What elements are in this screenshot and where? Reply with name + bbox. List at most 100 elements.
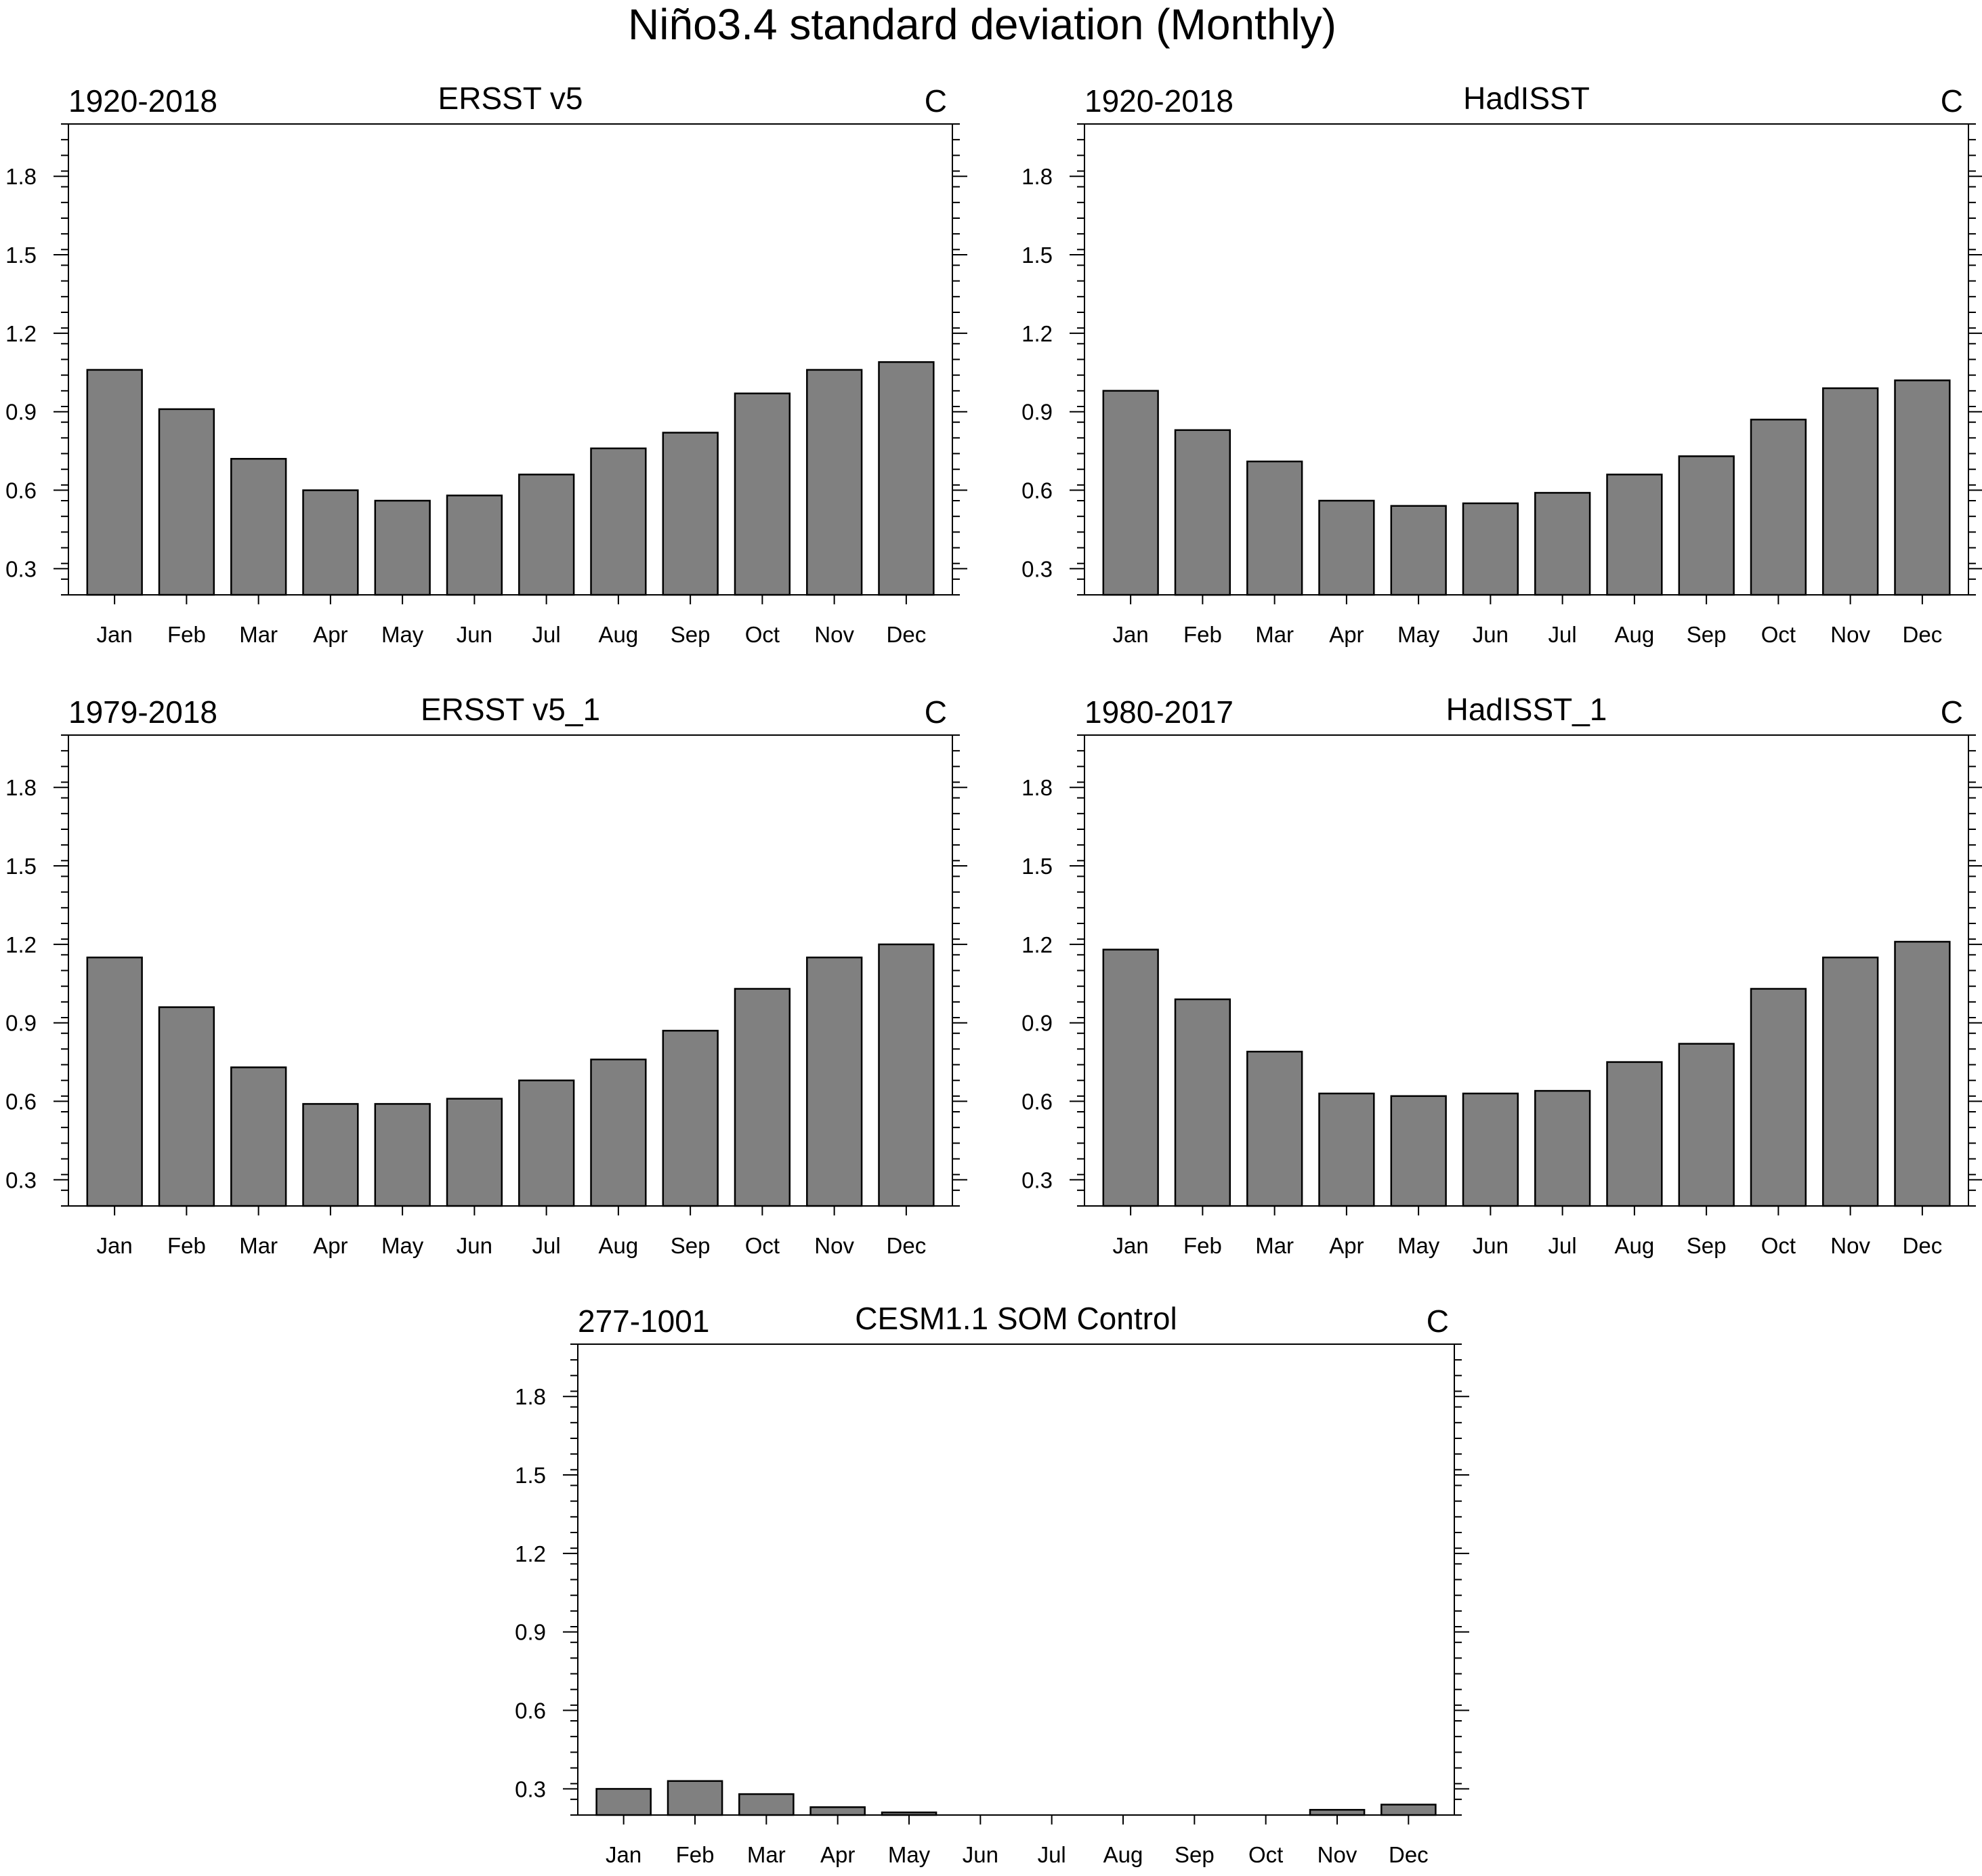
x-tick-label: Jul — [1548, 622, 1577, 647]
bar-apr — [1318, 499, 1375, 596]
plot-frame — [68, 734, 953, 1207]
y-tick-label: 0.3 — [515, 1776, 546, 1801]
plot-frame — [1084, 123, 1969, 596]
bar-jan — [86, 369, 143, 596]
y-tick-label: 1.2 — [5, 932, 37, 957]
bar-mar — [738, 1793, 795, 1816]
panel-4: 1980-2017 HadISST_1 C Jan Feb Mar Apr May Jun Jul… — [1021, 692, 1982, 1258]
bar-feb — [158, 408, 215, 596]
bar-apr — [809, 1806, 866, 1816]
bar-oct — [1750, 988, 1807, 1207]
panel-units: C — [1427, 1304, 1449, 1339]
x-tick-label: May — [1397, 622, 1440, 647]
x-tick-label: Mar — [239, 622, 278, 647]
x-tick-label: Jan — [97, 1233, 133, 1258]
bar-dec — [1894, 940, 1951, 1207]
x-tick-label: Mar — [1255, 622, 1294, 647]
y-tick-label: 1.2 — [515, 1541, 546, 1566]
y-tick-label: 1.5 — [1021, 854, 1053, 879]
x-tick-label: Sep — [1687, 622, 1727, 647]
bar-jun — [446, 1098, 503, 1207]
x-tick-label: Jan — [1113, 1233, 1149, 1258]
y-tick-label: 0.6 — [515, 1698, 546, 1724]
x-tick-label: May — [381, 622, 424, 647]
bar-nov — [1309, 1809, 1366, 1816]
bar-jan — [1102, 949, 1159, 1207]
x-tick-label: Jun — [1473, 1233, 1509, 1258]
bar-apr — [1318, 1092, 1375, 1207]
x-tick-label: Jan — [1113, 622, 1149, 647]
x-tick-label: Nov — [814, 1233, 854, 1258]
bar-sep — [662, 432, 719, 596]
x-tick-label: Oct — [745, 1233, 780, 1258]
y-tick-label: 0.9 — [1021, 1011, 1053, 1036]
x-tick-label: Oct — [745, 622, 780, 647]
x-tick-label: Nov — [814, 622, 854, 647]
x-tick-label: May — [1397, 1233, 1440, 1258]
panel-period: 277-1001 — [578, 1304, 709, 1339]
bar-jun — [1462, 502, 1519, 596]
y-tick-label: 1.2 — [1021, 321, 1053, 346]
x-tick-label: Dec — [1903, 622, 1943, 647]
y-tick-label: 0.9 — [1021, 400, 1053, 425]
bar-dec — [1380, 1804, 1437, 1816]
x-tick-label: Sep — [671, 622, 711, 647]
bar-oct — [734, 392, 791, 596]
x-tick-label: Jul — [1038, 1842, 1066, 1867]
x-tick-label: May — [888, 1842, 931, 1867]
x-tick-label: Jan — [606, 1842, 641, 1867]
x-tick-label: Apr — [313, 622, 347, 647]
x-tick-label: Aug — [1103, 1842, 1143, 1867]
x-tick-label: Aug — [599, 1233, 639, 1258]
x-tick-label: Dec — [1903, 1233, 1943, 1258]
y-tick-label: 0.3 — [1021, 1167, 1053, 1192]
x-tick-label: Nov — [1830, 1233, 1870, 1258]
bar-oct — [734, 988, 791, 1207]
panel-period: 1979-2018 — [68, 694, 217, 730]
x-tick-label: Sep — [671, 1233, 711, 1258]
bar-mar — [230, 1066, 287, 1207]
bar-aug — [1606, 474, 1663, 596]
y-tick-label: 1.8 — [515, 1384, 546, 1409]
x-tick-label: Jun — [963, 1842, 998, 1867]
y-tick-label: 1.2 — [5, 321, 37, 346]
bar-jul — [518, 474, 575, 596]
bar-feb — [667, 1780, 723, 1816]
bar-mar — [1246, 460, 1303, 596]
bar-dec — [878, 943, 935, 1207]
bar-aug — [590, 447, 647, 596]
y-tick-label: 1.8 — [1021, 775, 1053, 800]
bar-jan — [1102, 390, 1159, 596]
x-tick-label: Feb — [167, 1233, 206, 1258]
y-tick-label: 1.8 — [5, 775, 37, 800]
x-tick-label: Feb — [1183, 622, 1222, 647]
x-tick-label: Nov — [1317, 1842, 1357, 1867]
bar-nov — [1822, 956, 1879, 1207]
x-tick-label: Jul — [532, 1233, 561, 1258]
bar-aug — [590, 1058, 647, 1207]
x-tick-label: Jul — [1548, 1233, 1577, 1258]
x-tick-label: Jun — [1473, 622, 1509, 647]
bar-jul — [1534, 1089, 1591, 1207]
panel-period: 1920-2018 — [68, 83, 217, 119]
y-tick-label: 0.3 — [1021, 556, 1053, 581]
plot-frame — [1084, 734, 1969, 1207]
bar-nov — [1822, 387, 1879, 596]
x-tick-label: Dec — [1389, 1842, 1429, 1867]
panel-2: 1920-2018 HadISST C Jan Feb Mar Apr May Jun Jul Au… — [1021, 81, 1982, 647]
bar-nov — [806, 956, 863, 1207]
bar-sep — [1678, 455, 1735, 596]
bar-jan — [595, 1788, 652, 1816]
bar-aug — [1606, 1061, 1663, 1207]
bar-may — [1390, 1095, 1447, 1207]
bar-jun — [446, 495, 503, 596]
x-tick-label: Jun — [457, 622, 492, 647]
x-tick-label: Oct — [1761, 622, 1796, 647]
panel-units: C — [925, 694, 947, 730]
panel-period: 1980-2017 — [1084, 694, 1234, 730]
bar-feb — [1174, 998, 1231, 1207]
x-tick-label: Aug — [1615, 1233, 1655, 1258]
bar-may — [1390, 505, 1447, 596]
x-tick-label: Dec — [887, 1233, 927, 1258]
